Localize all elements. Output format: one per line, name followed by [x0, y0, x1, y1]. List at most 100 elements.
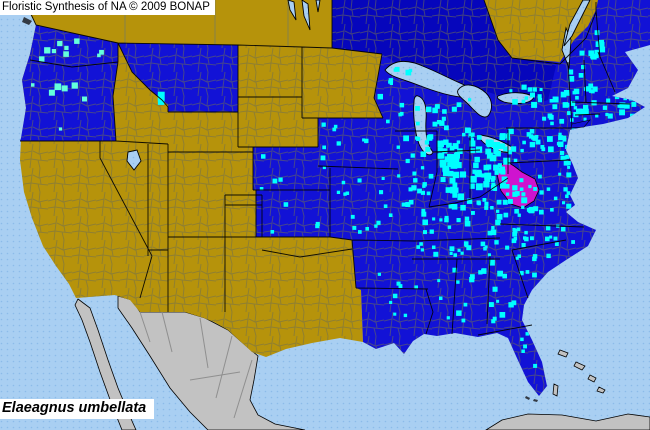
county-dot	[399, 111, 404, 116]
county-dot	[512, 231, 518, 237]
county-dot	[461, 318, 466, 323]
county-dot	[502, 273, 507, 279]
county-dot	[492, 316, 497, 321]
county-dot	[480, 241, 486, 247]
county-dot	[568, 69, 574, 75]
baja-peninsula	[74, 298, 137, 430]
county-dot	[445, 187, 452, 193]
county-dot	[455, 151, 460, 157]
county-dot	[560, 91, 567, 98]
county-dot	[549, 99, 554, 103]
county-dot	[405, 158, 410, 164]
county-dot	[422, 184, 426, 188]
county-dot	[452, 143, 459, 150]
county-dot	[502, 199, 508, 205]
county-dot	[570, 101, 576, 106]
county-dot	[396, 281, 401, 286]
county-dot	[452, 182, 458, 188]
county-dot	[531, 101, 538, 108]
county-dot	[558, 135, 564, 141]
county-dot	[511, 238, 517, 244]
county-dot	[315, 221, 320, 226]
county-dot	[417, 188, 422, 194]
county-dot	[572, 90, 577, 95]
county-dot	[532, 87, 537, 92]
county-dot	[489, 302, 494, 307]
county-dot	[567, 111, 571, 116]
county-dot	[482, 268, 487, 273]
county-dot	[573, 88, 580, 95]
county-dot	[389, 300, 393, 304]
county-dot	[469, 183, 475, 189]
county-dot	[57, 40, 63, 47]
county-dot	[602, 105, 608, 110]
florida-keys	[525, 396, 538, 402]
county-dot	[545, 236, 550, 242]
county-dot	[528, 184, 532, 189]
county-dot	[394, 66, 400, 72]
county-dot	[525, 332, 529, 336]
islands-southeast	[485, 349, 650, 430]
county-dot	[432, 107, 438, 114]
county-dot	[484, 176, 491, 182]
county-dot	[486, 164, 492, 170]
county-dot	[487, 253, 491, 257]
county-dot	[261, 154, 266, 159]
county-dot	[525, 270, 530, 274]
county-dot	[493, 142, 500, 149]
county-dot	[415, 136, 419, 140]
county-dot	[529, 141, 536, 148]
county-dot	[562, 102, 569, 108]
county-dot	[421, 211, 427, 217]
county-dot	[457, 193, 464, 200]
county-dot	[157, 93, 165, 103]
county-dot	[524, 96, 529, 100]
county-dot	[484, 172, 492, 180]
county-dot	[501, 176, 508, 183]
county-dot	[408, 199, 414, 205]
county-dot	[452, 171, 460, 179]
county-dot	[283, 202, 289, 207]
county-dot	[419, 242, 423, 246]
county-dot	[496, 209, 500, 213]
county-dot	[565, 154, 570, 159]
county-dot	[449, 157, 456, 163]
county-dot	[471, 211, 475, 215]
county-dot	[377, 272, 381, 276]
county-dot	[434, 105, 438, 109]
county-dot	[443, 169, 450, 177]
county-dot	[99, 49, 104, 55]
county-dot	[485, 148, 492, 155]
county-dot	[468, 98, 472, 102]
county-dot	[575, 95, 579, 100]
county-dot	[449, 251, 453, 255]
county-dot	[64, 45, 69, 51]
county-dot	[392, 293, 398, 299]
county-dot	[425, 146, 431, 152]
county-dot	[470, 175, 477, 183]
county-dot	[563, 90, 570, 96]
county-dot	[532, 135, 538, 141]
county-dot	[469, 274, 475, 280]
county-dot	[519, 187, 524, 192]
county-dot	[590, 54, 595, 59]
county-dot	[552, 96, 559, 103]
county-dot	[456, 102, 462, 108]
county-dot	[332, 127, 337, 132]
county-dot	[451, 204, 458, 210]
county-dot	[490, 206, 494, 210]
county-dot	[599, 46, 606, 53]
county-dot	[485, 139, 492, 146]
county-dot	[514, 209, 519, 214]
county-dot	[436, 120, 442, 125]
county-dot	[54, 83, 62, 91]
county-dot	[468, 133, 473, 138]
county-dot	[559, 118, 565, 124]
county-dot	[494, 240, 499, 245]
county-dot	[562, 137, 567, 142]
county-dot	[512, 191, 518, 197]
county-dot	[571, 240, 575, 244]
county-dot	[452, 156, 460, 163]
county-dot	[450, 162, 458, 169]
county-dot	[341, 180, 346, 185]
